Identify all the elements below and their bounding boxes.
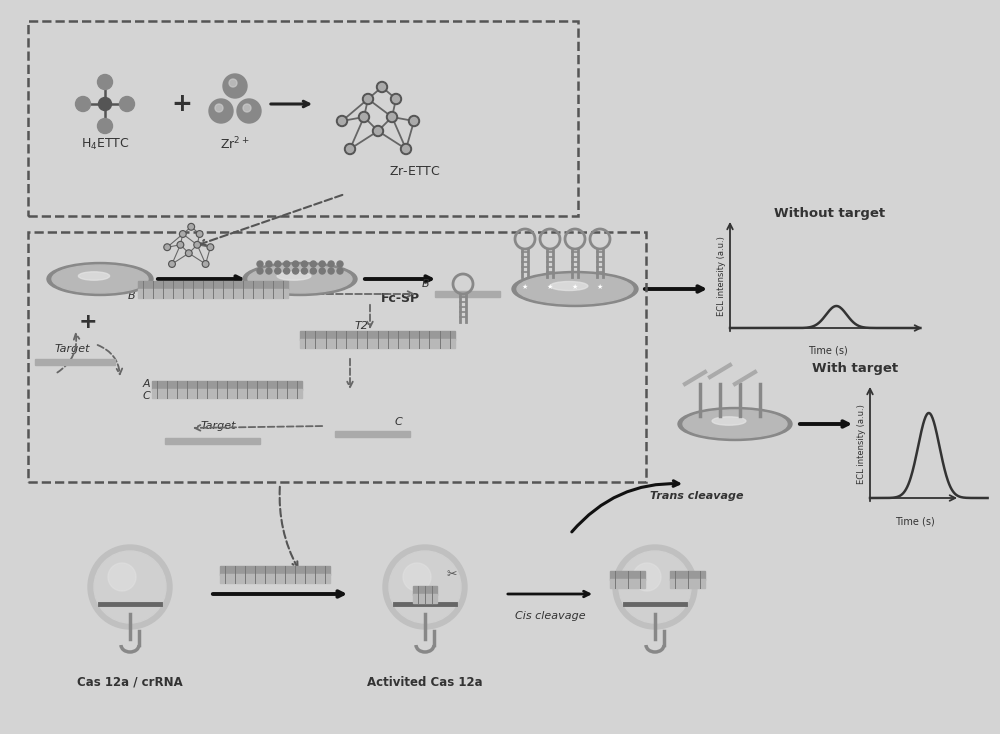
Circle shape [188,223,194,230]
Circle shape [344,144,356,154]
Ellipse shape [47,263,153,296]
Ellipse shape [678,407,792,440]
Circle shape [403,563,431,591]
Circle shape [178,243,182,247]
Bar [610,571,645,580]
Circle shape [169,261,175,267]
Circle shape [284,261,290,267]
Circle shape [257,261,263,267]
Circle shape [198,232,202,236]
Ellipse shape [78,272,110,280]
Bar [152,389,302,398]
Circle shape [98,118,112,134]
Text: Without target: Without target [774,208,886,220]
Text: $\mathrm{H_4ETTC}$: $\mathrm{H_4ETTC}$ [81,137,129,151]
Circle shape [76,96,90,112]
Bar [165,437,260,444]
Circle shape [310,268,316,274]
Circle shape [383,545,467,629]
Circle shape [207,244,214,250]
Bar [220,566,330,575]
Circle shape [386,112,398,123]
Circle shape [98,74,112,90]
Text: +: + [172,92,192,116]
Circle shape [310,261,316,267]
Text: ★: ★ [547,284,553,290]
Circle shape [275,268,281,274]
Circle shape [94,551,166,623]
Circle shape [293,268,299,274]
Text: B: B [422,279,430,289]
Circle shape [177,241,184,248]
Circle shape [229,79,237,87]
Ellipse shape [277,272,311,280]
Circle shape [374,128,382,134]
Ellipse shape [683,410,787,438]
Circle shape [408,115,420,126]
Text: ★: ★ [572,284,578,290]
Bar [220,574,330,583]
Text: A: A [142,379,150,389]
Ellipse shape [248,265,352,293]
Bar [335,431,410,437]
Circle shape [372,126,384,137]
Text: +: + [79,312,97,332]
Text: Trans cleavage: Trans cleavage [650,491,744,501]
Text: ★: ★ [522,284,528,290]
Circle shape [337,261,343,267]
Circle shape [165,245,169,250]
Circle shape [202,261,209,267]
Bar [670,579,705,588]
Text: C: C [395,417,403,427]
Text: T2: T2 [355,321,369,331]
Circle shape [362,93,374,104]
Circle shape [164,244,170,250]
Circle shape [170,262,174,266]
Circle shape [619,551,691,623]
Circle shape [389,551,461,623]
Circle shape [284,268,290,274]
Bar [610,579,645,588]
Circle shape [360,114,368,120]
Bar [138,281,288,290]
Circle shape [336,115,348,126]
Bar [670,571,705,580]
Text: C: C [142,391,150,401]
Text: ✂: ✂ [447,567,457,581]
Circle shape [410,117,418,125]
Ellipse shape [517,274,633,304]
Bar [300,331,455,340]
Circle shape [337,268,343,274]
Circle shape [204,262,208,266]
Text: Fc-SP: Fc-SP [380,293,420,305]
Circle shape [378,84,386,90]
Text: $\mathrm{Zr\text{-}ETTC}$: $\mathrm{Zr\text{-}ETTC}$ [389,165,441,178]
Circle shape [633,563,661,591]
Circle shape [195,243,199,247]
Circle shape [613,545,697,629]
Text: T1: T1 [290,274,304,284]
Text: Time (s): Time (s) [895,516,935,526]
Circle shape [243,104,251,112]
Circle shape [223,74,247,98]
Circle shape [319,261,325,267]
Circle shape [328,268,334,274]
Bar [435,291,500,297]
Text: Target: Target [200,421,236,431]
Ellipse shape [52,265,148,293]
Circle shape [401,144,412,154]
Ellipse shape [512,272,638,307]
Circle shape [194,241,200,248]
Bar [300,339,455,348]
Circle shape [328,261,334,267]
Circle shape [347,145,354,153]
Circle shape [208,245,212,250]
Text: Activited Cas 12a: Activited Cas 12a [367,675,483,688]
Text: Time (s): Time (s) [808,346,848,356]
Circle shape [257,268,263,274]
Bar [413,594,437,603]
Bar [138,288,288,298]
Circle shape [88,545,172,629]
Text: With target: With target [812,363,898,376]
